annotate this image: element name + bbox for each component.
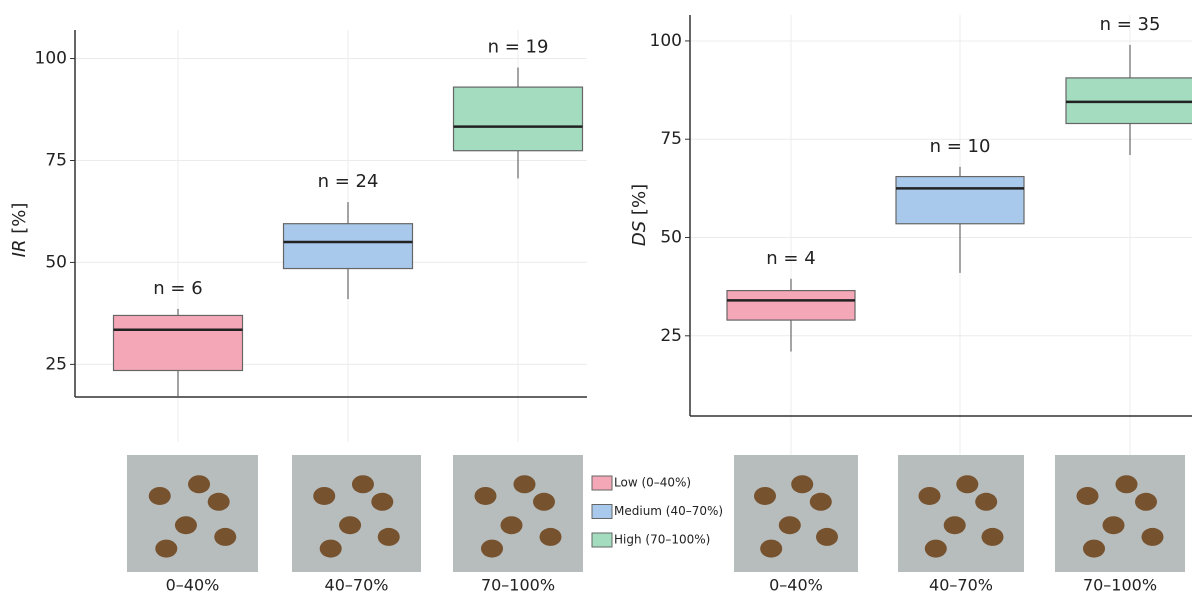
count-label: n = 24 <box>318 171 379 192</box>
legend-swatch <box>592 476 612 490</box>
photo-spore <box>339 516 361 534</box>
photo-caption: 0–40% <box>166 576 220 595</box>
y-tick-label: 75 <box>660 129 682 149</box>
y-tick-label: 100 <box>650 31 682 51</box>
photo-spore <box>754 487 776 505</box>
legend-label: Low (0–40%) <box>614 476 691 490</box>
photo-spore <box>208 493 230 511</box>
photo-spore <box>779 516 801 534</box>
y-tick-label: 75 <box>45 150 67 170</box>
photo-spore <box>371 493 393 511</box>
box <box>284 224 413 269</box>
y-tick-label: 25 <box>45 354 67 374</box>
photo-caption: 70–100% <box>481 576 555 595</box>
photo-spore <box>1135 493 1157 511</box>
y-tick-label: 50 <box>660 228 682 248</box>
count-label: n = 4 <box>766 248 815 269</box>
legend-label: Medium (40–70%) <box>614 504 723 518</box>
photo-spore <box>1103 516 1125 534</box>
photo-spore <box>956 475 978 493</box>
y-axis-label-unit: [%] <box>9 203 30 234</box>
photo-spore <box>816 528 838 546</box>
photo-spore <box>540 528 562 546</box>
photo-spore <box>791 475 813 493</box>
photo-spore <box>982 528 1004 546</box>
y-axis-label: IR [%] <box>9 203 30 258</box>
box <box>114 315 243 370</box>
photo-spore <box>944 516 966 534</box>
photo-spore <box>481 540 503 558</box>
photo-caption: 40–70% <box>325 576 389 595</box>
legend-swatch <box>592 505 612 519</box>
box <box>454 87 583 151</box>
y-tick-label: 50 <box>45 252 67 272</box>
count-label: n = 19 <box>488 37 549 58</box>
y-tick-label: 25 <box>660 326 682 346</box>
photo <box>127 455 258 572</box>
box <box>727 291 855 320</box>
photo-spore <box>975 493 997 511</box>
y-axis-label: DS [%] <box>629 184 650 246</box>
photo-spore <box>155 540 177 558</box>
photo-spore <box>925 540 947 558</box>
photo-spore <box>514 475 536 493</box>
photo-spore <box>1116 475 1138 493</box>
photo-spore <box>1142 528 1164 546</box>
photo-spore <box>760 540 782 558</box>
photo-spore <box>175 516 197 534</box>
y-axis-label-var: DS <box>629 221 650 246</box>
photo-spore <box>352 475 374 493</box>
photo <box>292 455 421 572</box>
photo-spore <box>810 493 832 511</box>
legend-swatch <box>592 533 612 547</box>
legend-label: High (70–100%) <box>614 533 710 547</box>
count-label: n = 35 <box>1100 14 1161 35</box>
photo-spore <box>320 540 342 558</box>
photo-spore <box>149 487 171 505</box>
photo <box>898 455 1024 572</box>
photo-spore <box>475 487 497 505</box>
count-label: n = 10 <box>930 136 991 157</box>
y-tick-label: 100 <box>35 49 67 69</box>
photo-spore <box>378 528 400 546</box>
photo-caption: 40–70% <box>929 576 993 595</box>
figure: 25 50 75 100 IR [%] n = 6 n = 24 n = 19 0–40% 40–… <box>0 0 1192 597</box>
photo-caption: 0–40% <box>769 576 823 595</box>
photo-spore <box>188 475 210 493</box>
photo-spore <box>313 487 335 505</box>
photo <box>1055 455 1185 572</box>
y-axis-label-var: IR <box>9 240 30 258</box>
photo-spore <box>533 493 555 511</box>
photo-spore <box>214 528 236 546</box>
photo-caption: 70–100% <box>1083 576 1157 595</box>
box <box>896 177 1024 224</box>
photo <box>734 455 858 572</box>
photo <box>453 455 583 572</box>
photo-spore <box>1083 540 1105 558</box>
count-label: n = 6 <box>153 278 202 299</box>
photo-spore <box>501 516 523 534</box>
photo-spore <box>1077 487 1099 505</box>
y-axis-label-unit: [%] <box>629 184 650 215</box>
photo-spore <box>919 487 941 505</box>
